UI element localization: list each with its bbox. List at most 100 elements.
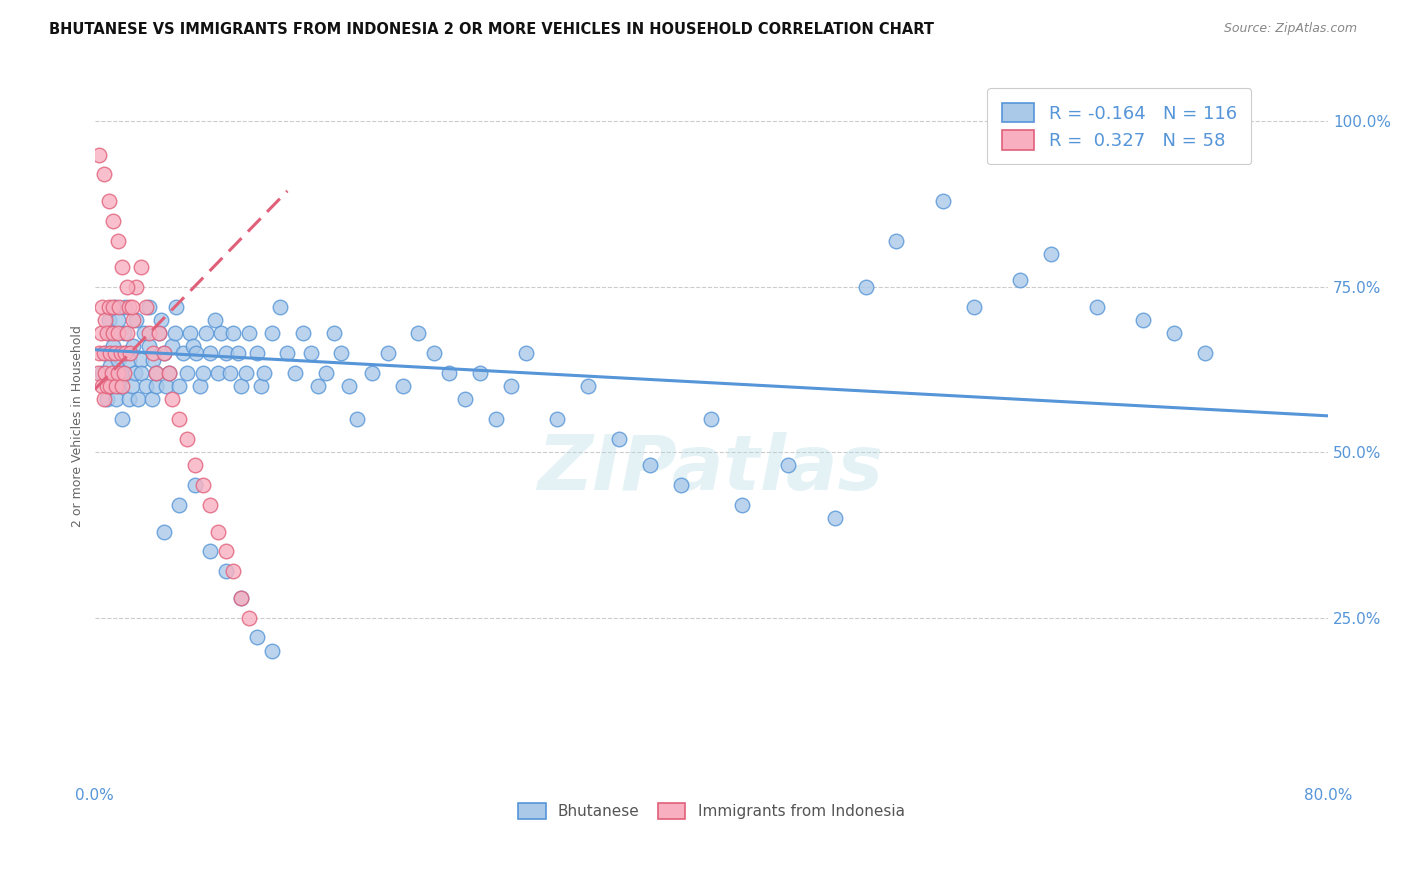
Point [104,346,127,360]
Point [1085,300,1108,314]
Point [165,300,187,314]
Point [209,326,232,340]
Point [145,366,167,380]
Point [94,313,117,327]
Text: BHUTANESE VS IMMIGRANTS FROM INDONESIA 2 OR MORE VEHICLES IN HOUSEHOLD CORRELATI: BHUTANESE VS IMMIGRANTS FROM INDONESIA 2… [49,22,934,37]
Point [855,280,877,294]
Point [120,346,142,360]
Point [307,379,329,393]
Point [245,631,267,645]
Point [468,366,491,380]
Point [138,326,160,340]
Point [91,379,114,393]
Point [824,511,846,525]
Point [200,346,222,360]
Point [94,366,117,380]
Point [90,326,112,340]
Point [160,392,183,407]
Point [97,194,120,208]
Point [115,326,138,340]
Point [101,213,124,227]
Point [215,544,238,558]
Point [207,524,229,539]
Point [322,326,344,340]
Point [194,326,217,340]
Point [1194,346,1216,360]
Point [91,366,114,380]
Point [931,194,953,208]
Point [117,392,139,407]
Point [731,498,754,512]
Point [377,346,399,360]
Point [127,392,149,407]
Point [1163,326,1185,340]
Point [93,392,115,407]
Point [962,300,984,314]
Point [235,366,257,380]
Point [191,366,214,380]
Point [89,346,111,360]
Point [122,339,145,353]
Point [222,326,245,340]
Point [215,565,238,579]
Point [423,346,446,360]
Point [515,346,537,360]
Point [91,300,114,314]
Point [176,432,198,446]
Point [157,366,180,380]
Point [1039,246,1062,260]
Point [98,379,121,393]
Point [97,313,120,327]
Point [93,167,115,181]
Point [200,498,222,512]
Point [226,346,249,360]
Point [408,326,430,340]
Point [135,300,157,314]
Point [129,352,152,367]
Point [96,392,118,407]
Point [115,280,138,294]
Point [191,478,214,492]
Point [222,565,245,579]
Point [98,359,121,374]
Point [104,300,127,314]
Point [186,346,208,360]
Point [153,524,176,539]
Point [215,346,238,360]
Point [135,379,157,393]
Point [148,326,170,340]
Point [346,412,368,426]
Point [138,300,160,314]
Point [219,366,242,380]
Point [121,300,143,314]
Point [100,366,122,380]
Point [110,346,132,360]
Point [484,412,506,426]
Point [122,313,145,327]
Point [669,478,692,492]
Point [179,326,201,340]
Point [138,339,160,353]
Point [107,366,129,380]
Point [107,352,129,367]
Point [361,366,384,380]
Point [132,326,155,340]
Point [124,366,146,380]
Point [97,300,120,314]
Point [114,346,136,360]
Point [204,313,226,327]
Point [121,379,143,393]
Point [108,379,131,393]
Point [107,234,129,248]
Point [129,260,152,274]
Point [112,366,135,380]
Point [238,326,260,340]
Point [101,339,124,353]
Point [184,478,207,492]
Point [231,591,253,605]
Point [89,147,111,161]
Point [87,366,110,380]
Point [576,379,599,393]
Point [1008,273,1031,287]
Point [169,379,191,393]
